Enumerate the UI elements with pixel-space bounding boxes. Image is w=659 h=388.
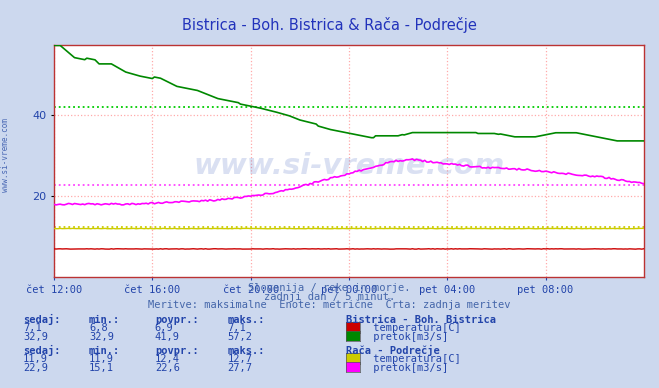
Text: min.:: min.: xyxy=(89,346,120,356)
Text: 32,9: 32,9 xyxy=(23,332,48,342)
Text: zadnji dan / 5 minut.: zadnji dan / 5 minut. xyxy=(264,291,395,301)
Text: temperatura[C]: temperatura[C] xyxy=(367,354,461,364)
Text: Rača - Podrečje: Rača - Podrečje xyxy=(346,345,440,356)
Text: 41,9: 41,9 xyxy=(155,332,180,342)
Text: 57,2: 57,2 xyxy=(227,332,252,342)
Text: Meritve: maksimalne  Enote: metrične  Črta: zadnja meritev: Meritve: maksimalne Enote: metrične Črta… xyxy=(148,298,511,310)
Text: povpr.:: povpr.: xyxy=(155,346,198,356)
Text: 12,7: 12,7 xyxy=(227,354,252,364)
Text: 7,1: 7,1 xyxy=(23,323,42,333)
Text: maks.:: maks.: xyxy=(227,346,265,356)
Text: 11,9: 11,9 xyxy=(23,354,48,364)
Text: maks.:: maks.: xyxy=(227,315,265,325)
Text: pretok[m3/s]: pretok[m3/s] xyxy=(367,332,448,342)
Text: 7,1: 7,1 xyxy=(227,323,246,333)
Text: Bistrica - Boh. Bistrica & Rača - Podrečje: Bistrica - Boh. Bistrica & Rača - Podreč… xyxy=(182,17,477,33)
Text: www.si-vreme.com: www.si-vreme.com xyxy=(193,152,505,180)
Text: 22,6: 22,6 xyxy=(155,363,180,373)
Text: povpr.:: povpr.: xyxy=(155,315,198,325)
Text: 11,9: 11,9 xyxy=(89,354,114,364)
Text: 22,9: 22,9 xyxy=(23,363,48,373)
Text: min.:: min.: xyxy=(89,315,120,325)
Text: 27,7: 27,7 xyxy=(227,363,252,373)
Text: 12,4: 12,4 xyxy=(155,354,180,364)
Text: 6,8: 6,8 xyxy=(89,323,107,333)
Text: Bistrica - Boh. Bistrica: Bistrica - Boh. Bistrica xyxy=(346,315,496,325)
Text: 15,1: 15,1 xyxy=(89,363,114,373)
Text: 6,9: 6,9 xyxy=(155,323,173,333)
Text: sedaj:: sedaj: xyxy=(23,314,61,325)
Text: pretok[m3/s]: pretok[m3/s] xyxy=(367,363,448,373)
Text: 32,9: 32,9 xyxy=(89,332,114,342)
Text: www.si-vreme.com: www.si-vreme.com xyxy=(1,118,10,192)
Text: temperatura[C]: temperatura[C] xyxy=(367,323,461,333)
Text: Slovenija / reke in morje.: Slovenija / reke in morje. xyxy=(248,283,411,293)
Text: sedaj:: sedaj: xyxy=(23,345,61,356)
